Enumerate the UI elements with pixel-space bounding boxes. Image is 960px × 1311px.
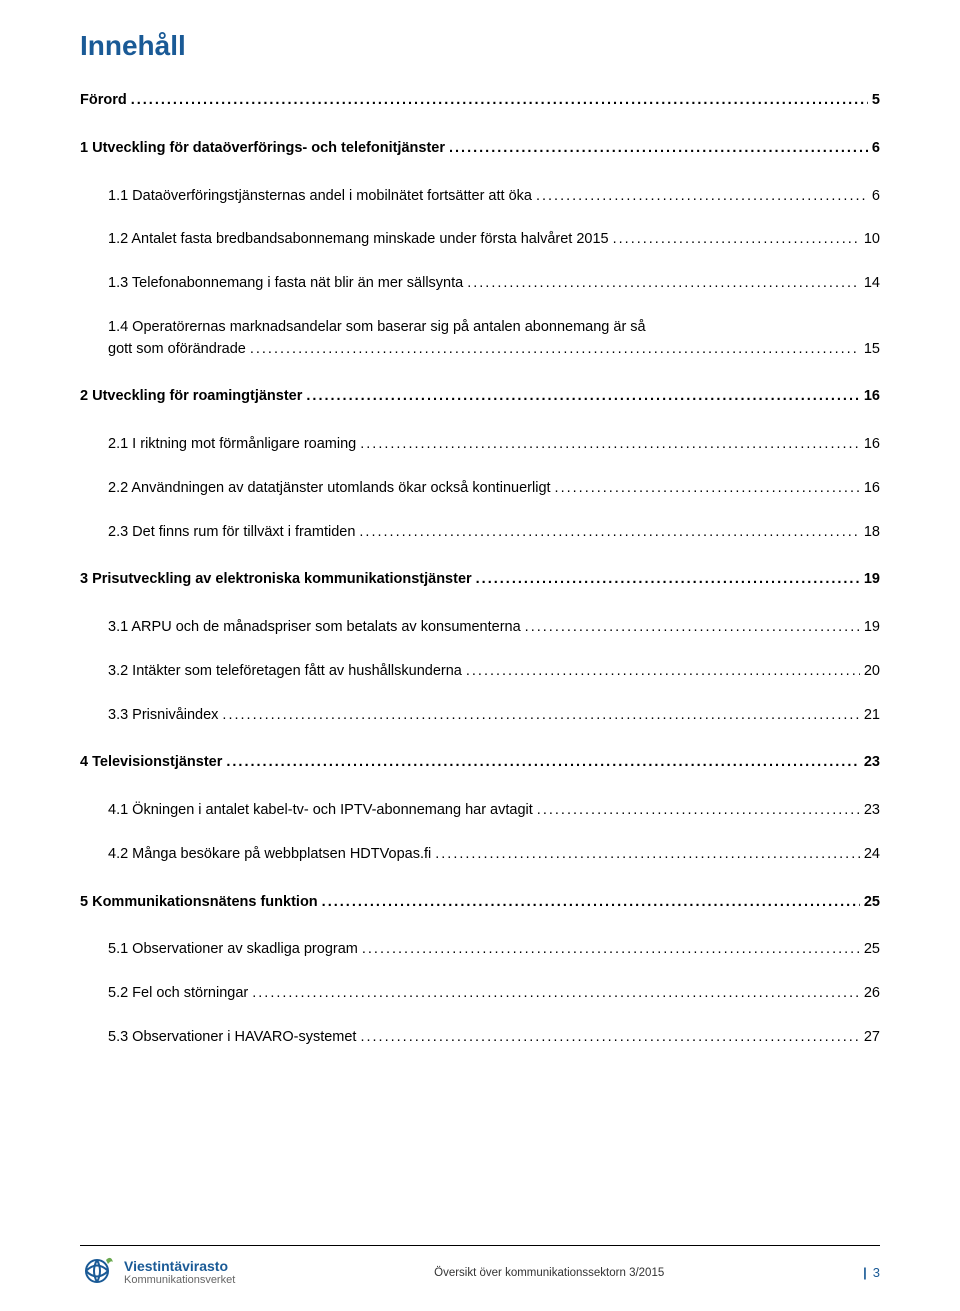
toc-entry[interactable]: 5.1 Observationer av skadliga program 25	[80, 939, 880, 961]
toc-entry[interactable]: 4 Televisionstjänster 23	[80, 752, 880, 774]
toc-entry[interactable]: 2 Utveckling för roamingtjänster 16	[80, 386, 880, 408]
toc-page-number: 16	[860, 434, 880, 456]
toc-page-number: 14	[860, 273, 880, 295]
toc-entry[interactable]: 1 Utveckling för dataöverförings- och te…	[80, 138, 880, 160]
toc-label: 3.1 ARPU och de månadspriser som betalat…	[108, 617, 521, 639]
toc-label: 1.1 Dataöverföringstjänsternas andel i m…	[108, 186, 532, 208]
toc-entry[interactable]: 3.3 Prisnivåindex 21	[80, 705, 880, 727]
toc-label: 5 Kommunikationsnätens funktion	[80, 892, 318, 914]
toc-label: 5.3 Observationer i HAVARO-systemet	[108, 1027, 356, 1049]
toc-leader-dots	[356, 1027, 859, 1049]
toc-label: 1.2 Antalet fasta bredbandsabonnemang mi…	[108, 229, 609, 251]
toc-label: gott som oförändrade	[108, 339, 246, 361]
page-title: Innehåll	[80, 30, 880, 62]
toc-leader-dots	[355, 522, 859, 544]
toc-page-number: 16	[860, 478, 880, 500]
toc-label: 5.2 Fel och störningar	[108, 983, 248, 1005]
toc-label: 4.1 Ökningen i antalet kabel-tv- och IPT…	[108, 800, 533, 822]
toc-leader-dots	[356, 434, 860, 456]
footer-org-sub: Kommunikationsverket	[124, 1274, 235, 1286]
toc-label: 2.3 Det finns rum för tillväxt i framtid…	[108, 522, 355, 544]
toc-entry[interactable]: 2.3 Det finns rum för tillväxt i framtid…	[80, 522, 880, 544]
toc-entry[interactable]: 2.1 I riktning mot förmånligare roaming 1…	[80, 434, 880, 456]
toc-page-number: 6	[868, 138, 880, 160]
toc-label: Förord	[80, 90, 127, 112]
toc-page-number: 5	[868, 90, 880, 112]
toc-page-number: 24	[860, 844, 880, 866]
toc-leader-dots	[532, 186, 868, 208]
toc-page-number: 23	[860, 800, 880, 822]
toc-label: 2.1 I riktning mot förmånligare roaming	[108, 434, 356, 456]
footer-left: Viestintävirasto Kommunikationsverket	[80, 1254, 235, 1291]
toc-page-number: 19	[860, 617, 880, 639]
toc-entry[interactable]: 1.1 Dataöverföringstjänsternas andel i m…	[80, 186, 880, 208]
toc-page-number: 19	[860, 569, 880, 591]
toc-page-number: 15	[860, 339, 880, 361]
toc-label: 1.4 Operatörernas marknadsandelar som ba…	[108, 317, 880, 339]
toc-leader-dots	[218, 705, 859, 727]
toc-leader-dots	[462, 661, 860, 683]
toc-page-number: 25	[860, 939, 880, 961]
footer-page-number-value: 3	[873, 1265, 880, 1280]
toc-entry[interactable]: 1.3 Telefonabonnemang i fasta nät blir ä…	[80, 273, 880, 295]
toc-entry[interactable]: 5.3 Observationer i HAVARO-systemet 27	[80, 1027, 880, 1049]
footer-logo-text: Viestintävirasto Kommunikationsverket	[124, 1259, 235, 1286]
toc-label: 4 Televisionstjänster	[80, 752, 222, 774]
table-of-contents: Förord 5 1 Utveckling för dataöverförings-…	[80, 90, 880, 1049]
toc-entry[interactable]: 5 Kommunikationsnätens funktion 25	[80, 892, 880, 914]
toc-page-number: 27	[860, 1027, 880, 1049]
toc-entry[interactable]: 1.2 Antalet fasta bredbandsabonnemang mi…	[80, 229, 880, 251]
toc-entry[interactable]: 3.2 Intäkter som teleföretagen fått av h…	[80, 661, 880, 683]
toc-page-number: 18	[860, 522, 880, 544]
footer-org-name: Viestintävirasto	[124, 1259, 235, 1274]
toc-entry[interactable]: 5.2 Fel och störningar 26	[80, 983, 880, 1005]
toc-leader-dots	[472, 569, 860, 591]
toc-label: 3.2 Intäkter som teleföretagen fått av h…	[108, 661, 462, 683]
toc-page-number: 20	[860, 661, 880, 683]
toc-leader-dots	[551, 478, 860, 500]
toc-leader-dots	[431, 844, 860, 866]
toc-page-number: 21	[860, 705, 880, 727]
footer-doc-title: Översikt över kommunikationssektorn 3/20…	[235, 1267, 863, 1279]
toc-label: 1 Utveckling för dataöverförings- och te…	[80, 138, 445, 160]
toc-leader-dots	[521, 617, 860, 639]
page-footer: Viestintävirasto Kommunikationsverket Öv…	[80, 1245, 880, 1291]
toc-label: 2.2 Användningen av datatjänster utomlan…	[108, 478, 551, 500]
toc-page-number: 23	[860, 752, 880, 774]
toc-page-number: 25	[860, 892, 880, 914]
footer-divider-icon: |	[863, 1265, 867, 1280]
toc-leader-dots	[358, 939, 860, 961]
toc-leader-dots	[302, 386, 859, 408]
toc-entry[interactable]: 1.4 Operatörernas marknadsandelar som ba…	[80, 317, 880, 361]
toc-label: 4.2 Många besökare på webbplatsen HDTVop…	[108, 844, 431, 866]
toc-entry[interactable]: Förord 5	[80, 90, 880, 112]
toc-label: 1.3 Telefonabonnemang i fasta nät blir ä…	[108, 273, 463, 295]
toc-entry[interactable]: 3 Prisutveckling av elektroniska kommuni…	[80, 569, 880, 591]
footer-page-num: | 3	[863, 1265, 880, 1280]
toc-page-number: 6	[868, 186, 880, 208]
toc-leader-dots	[609, 229, 860, 251]
toc-page-number: 26	[860, 983, 880, 1005]
toc-entry[interactable]: 3.1 ARPU och de månadspriser som betalat…	[80, 617, 880, 639]
toc-leader-dots	[445, 138, 868, 160]
toc-label: 3.3 Prisnivåindex	[108, 705, 218, 727]
toc-entry[interactable]: 4.2 Många besökare på webbplatsen HDTVop…	[80, 844, 880, 866]
toc-leader-dots	[222, 752, 859, 774]
toc-leader-dots	[463, 273, 860, 295]
toc-page-number: 16	[860, 386, 880, 408]
toc-leader-dots	[248, 983, 860, 1005]
toc-entry[interactable]: 2.2 Användningen av datatjänster utomlan…	[80, 478, 880, 500]
toc-leader-dots	[533, 800, 860, 822]
logo-icon	[80, 1254, 114, 1291]
toc-entry[interactable]: 4.1 Ökningen i antalet kabel-tv- och IPT…	[80, 800, 880, 822]
toc-label: 2 Utveckling för roamingtjänster	[80, 386, 302, 408]
toc-label: 3 Prisutveckling av elektroniska kommuni…	[80, 569, 472, 591]
toc-leader-dots	[127, 90, 868, 112]
toc-leader-dots	[318, 892, 860, 914]
toc-label: 5.1 Observationer av skadliga program	[108, 939, 358, 961]
toc-page-number: 10	[860, 229, 880, 251]
toc-leader-dots	[246, 339, 860, 361]
